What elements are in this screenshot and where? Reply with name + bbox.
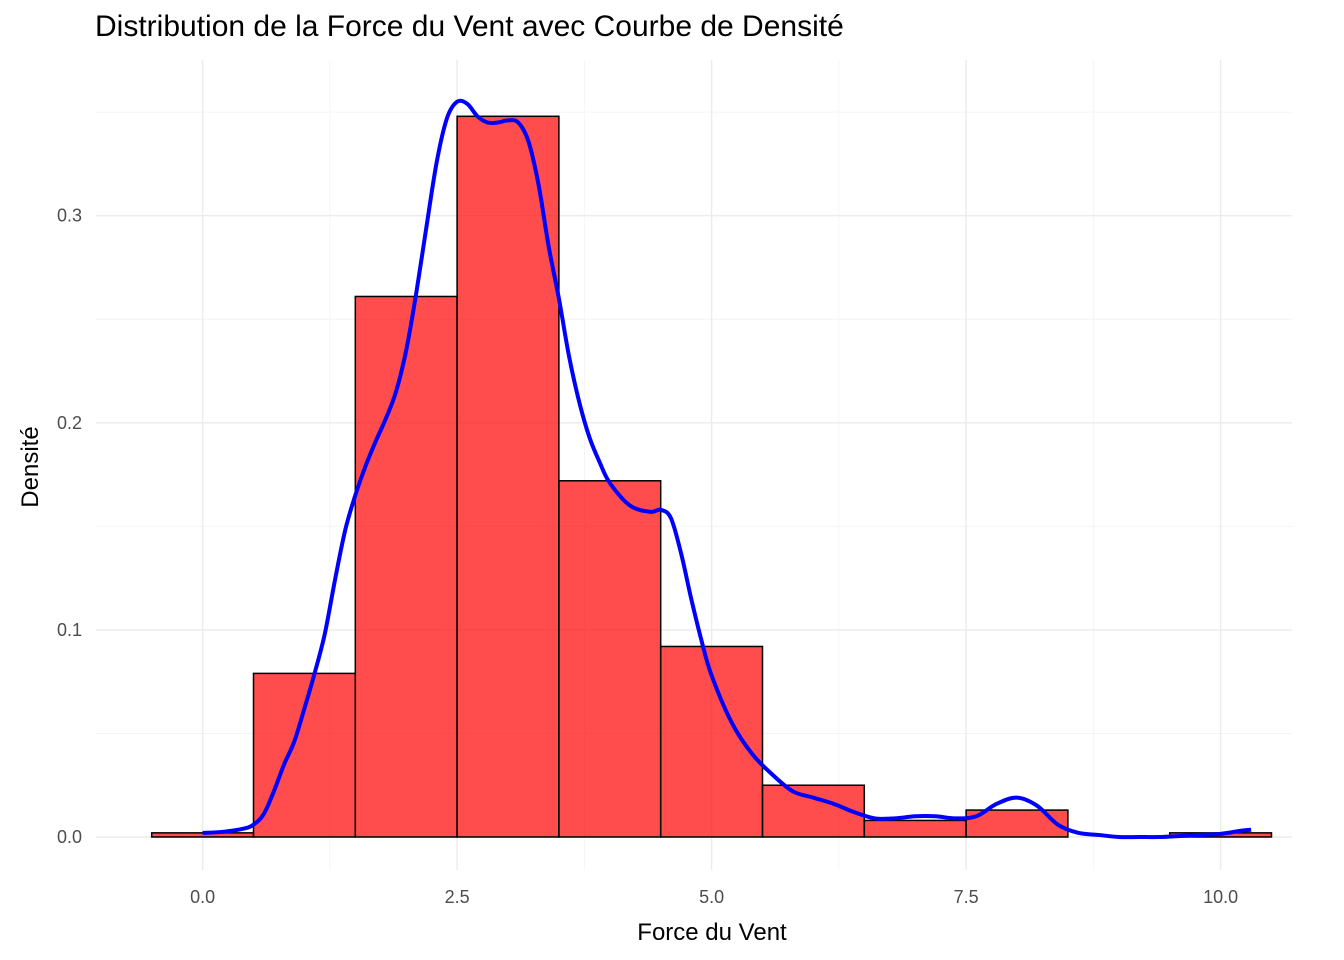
x-axis-label: Force du Vent <box>637 919 787 946</box>
y-tick-label: 0.1 <box>57 620 82 640</box>
histogram-bar <box>558 480 662 838</box>
density-curve <box>202 98 1252 840</box>
y-axis-tick-labels: 0.0 0.1 0.2 0.3 <box>57 206 82 847</box>
minor-gridlines <box>96 60 1292 870</box>
x-tick-label: 5.0 <box>699 887 724 907</box>
histogram-bars <box>150 115 1273 838</box>
x-tick-label: 2.5 <box>445 887 470 907</box>
histogram-bar <box>456 115 560 838</box>
x-axis-tick-labels: 0.0 2.5 5.0 7.5 10.0 <box>190 887 1238 907</box>
y-tick-label: 0.0 <box>57 827 82 847</box>
x-tick-label: 10.0 <box>1203 887 1238 907</box>
y-axis-label: Densité <box>17 426 44 507</box>
chart-title: Distribution de la Force du Vent avec Co… <box>95 10 844 43</box>
y-tick-label: 0.2 <box>57 413 82 433</box>
y-tick-label: 0.3 <box>57 206 82 226</box>
histogram-bar <box>354 295 458 838</box>
histogram-bar <box>150 832 255 838</box>
x-tick-label: 7.5 <box>954 887 979 907</box>
histogram-bar <box>863 819 967 838</box>
histogram-bar <box>252 672 357 838</box>
x-tick-label: 0.0 <box>190 887 215 907</box>
density-curve-layer <box>202 98 1252 840</box>
